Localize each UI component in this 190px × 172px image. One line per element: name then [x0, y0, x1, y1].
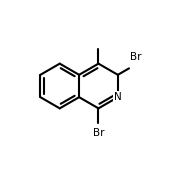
Text: N: N — [114, 92, 122, 102]
Text: Br: Br — [130, 52, 141, 62]
Text: Br: Br — [93, 128, 104, 138]
